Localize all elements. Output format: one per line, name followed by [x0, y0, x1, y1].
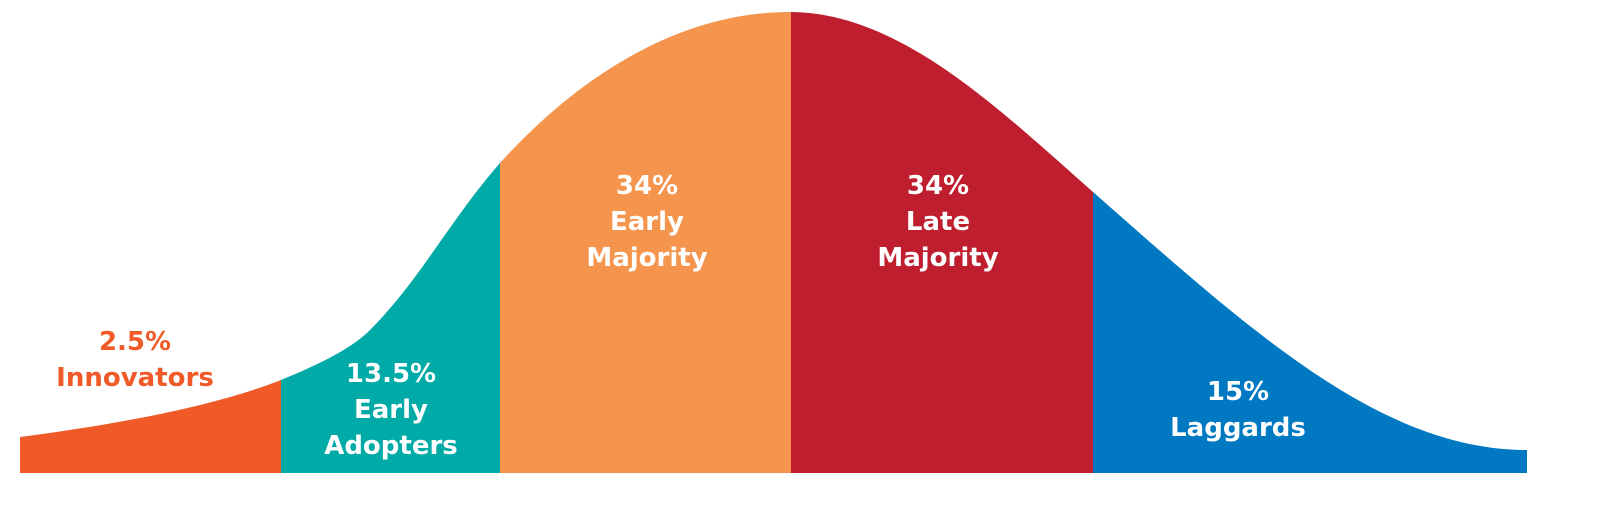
- segment-label: 34% Early Majority: [562, 168, 732, 276]
- segment-name: Early Adopters: [324, 395, 458, 461]
- innovators-area: [20, 12, 281, 473]
- segment-label: 15% Laggards: [1118, 374, 1358, 446]
- segment-label: 34% Late Majority: [853, 168, 1023, 276]
- segment-name: Early Majority: [586, 207, 708, 273]
- segment-name: Late Majority: [877, 207, 999, 273]
- segment-label: 13.5% Early Adopters: [306, 356, 476, 464]
- segment-percent: 2.5%: [98, 327, 172, 357]
- segment-name: Innovators: [56, 363, 214, 393]
- segment-percent: 34%: [906, 171, 970, 201]
- segment-percent: 13.5%: [345, 359, 437, 389]
- segment-percent: 34%: [615, 171, 679, 201]
- segment-label: 2.5% Innovators: [15, 324, 255, 396]
- segment-percent: 15%: [1206, 377, 1270, 407]
- segment-name: Laggards: [1170, 413, 1306, 443]
